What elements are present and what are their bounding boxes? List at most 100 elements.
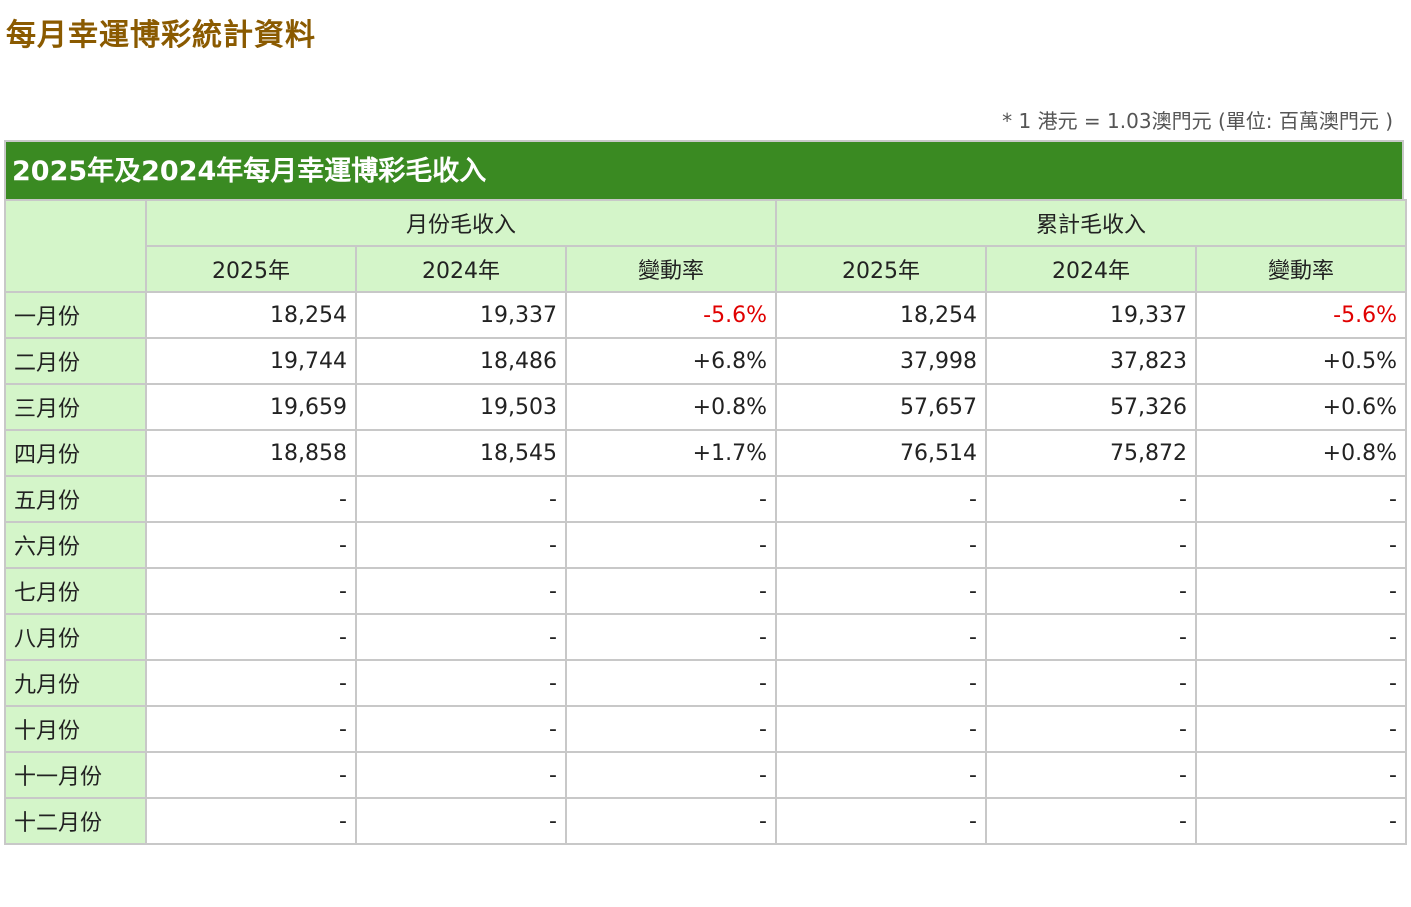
row-month-label: 十一月份 xyxy=(4,751,147,799)
table-row: 三月份 19,659 19,503 +0.8% 57,657 57,326 +0.6% xyxy=(4,383,1407,431)
table-cell: - xyxy=(985,613,1197,661)
table-cell: +0.5% xyxy=(1195,337,1407,385)
table-row: 八月份 - - - - - - xyxy=(4,613,1407,661)
table-cell: 19,659 xyxy=(145,383,357,431)
table-cell: - xyxy=(355,567,567,615)
table-cell: - xyxy=(775,475,987,523)
table-cell: - xyxy=(145,521,357,569)
sub-header-monthly-2025: 2025年 xyxy=(145,245,357,293)
row-month-label: 十二月份 xyxy=(4,797,147,845)
table-cell: - xyxy=(985,751,1197,799)
row-month-label: 六月份 xyxy=(4,521,147,569)
monthly-revenue-table: 月份毛收入 累計毛收入 2025年 2024年 變動率 2025年 2024年 … xyxy=(4,199,1407,845)
table-row: 五月份 - - - - - - xyxy=(4,475,1407,523)
row-month-label: 二月份 xyxy=(4,337,147,385)
table-cell: 18,254 xyxy=(145,291,357,339)
table-cell: - xyxy=(985,475,1197,523)
month-column-header xyxy=(4,199,147,293)
table-cell: - xyxy=(775,797,987,845)
sub-header-cumulative-change: 變動率 xyxy=(1195,245,1407,293)
row-month-label: 八月份 xyxy=(4,613,147,661)
cumulative-revenue-header: 累計毛收入 xyxy=(775,199,1407,247)
table-cell: - xyxy=(565,567,777,615)
sub-header-cumulative-2024: 2024年 xyxy=(985,245,1197,293)
table-cell: - xyxy=(775,705,987,753)
table-cell: - xyxy=(565,475,777,523)
table-cell: - xyxy=(355,751,567,799)
table-cell: - xyxy=(145,705,357,753)
table-cell: - xyxy=(985,521,1197,569)
table-cell: - xyxy=(145,797,357,845)
table-cell: 37,998 xyxy=(775,337,987,385)
table-row: 十月份 - - - - - - xyxy=(4,705,1407,753)
table-cell: - xyxy=(355,613,567,661)
table-cell: - xyxy=(565,797,777,845)
table-cell: 18,486 xyxy=(355,337,567,385)
table-cell: - xyxy=(355,797,567,845)
table-cell: - xyxy=(985,797,1197,845)
table-cell: - xyxy=(565,521,777,569)
table-cell: - xyxy=(1195,659,1407,707)
table-cell: 75,872 xyxy=(985,429,1197,477)
table-cell: 19,337 xyxy=(355,291,567,339)
table-cell: - xyxy=(1195,521,1407,569)
table-cell: - xyxy=(775,751,987,799)
row-month-label: 七月份 xyxy=(4,567,147,615)
table-title: 2025年及2024年每月幸運博彩毛收入 xyxy=(4,140,1404,199)
table-cell: - xyxy=(565,659,777,707)
table-cell: 19,337 xyxy=(985,291,1197,339)
table-cell: 18,545 xyxy=(355,429,567,477)
table-cell: - xyxy=(775,521,987,569)
table-cell: +6.8% xyxy=(565,337,777,385)
table-cell: - xyxy=(145,613,357,661)
currency-unit-note: * 1 港元 = 1.03澳門元 (單位: 百萬澳門元 ) xyxy=(1002,109,1393,133)
sub-header-monthly-change: 變動率 xyxy=(565,245,777,293)
table-cell: - xyxy=(985,659,1197,707)
table-cell: - xyxy=(1195,705,1407,753)
row-month-label: 十月份 xyxy=(4,705,147,753)
table-cell: 76,514 xyxy=(775,429,987,477)
sub-header-monthly-2024: 2024年 xyxy=(355,245,567,293)
table-cell: - xyxy=(355,475,567,523)
table-cell: -5.6% xyxy=(565,291,777,339)
row-month-label: 一月份 xyxy=(4,291,147,339)
table-cell: - xyxy=(1195,567,1407,615)
table-cell: +0.8% xyxy=(565,383,777,431)
monthly-revenue-header: 月份毛收入 xyxy=(145,199,777,247)
sub-header-row: 2025年 2024年 變動率 2025年 2024年 變動率 xyxy=(5,245,1407,293)
table-body: 一月份 18,254 19,337 -5.6% 18,254 19,337 -5.6% 二月份… xyxy=(4,291,1407,845)
table-cell: - xyxy=(1195,751,1407,799)
revenue-table-container: 2025年及2024年每月幸運博彩毛收入 月份毛收入 累計毛收入 2025年 2… xyxy=(4,140,1407,845)
table-cell: - xyxy=(145,475,357,523)
table-cell: 57,657 xyxy=(775,383,987,431)
table-row: 十一月份 - - - - - - xyxy=(4,751,1407,799)
table-cell: -5.6% xyxy=(1195,291,1407,339)
table-cell: 57,326 xyxy=(985,383,1197,431)
table-cell: - xyxy=(1195,613,1407,661)
row-month-label: 三月份 xyxy=(4,383,147,431)
table-cell: - xyxy=(775,659,987,707)
table-cell: - xyxy=(145,751,357,799)
table-cell: - xyxy=(355,705,567,753)
table-row: 二月份 19,744 18,486 +6.8% 37,998 37,823 +0.5% xyxy=(4,337,1407,385)
table-cell: - xyxy=(985,567,1197,615)
table-cell: +0.8% xyxy=(1195,429,1407,477)
table-cell: - xyxy=(145,567,357,615)
table-cell: - xyxy=(145,659,357,707)
table-row: 一月份 18,254 19,337 -5.6% 18,254 19,337 -5.6% xyxy=(4,291,1407,339)
table-cell: - xyxy=(1195,475,1407,523)
sub-header-cumulative-2025: 2025年 xyxy=(775,245,987,293)
table-row: 七月份 - - - - - - xyxy=(4,567,1407,615)
table-cell: - xyxy=(985,705,1197,753)
table-cell: 19,503 xyxy=(355,383,567,431)
row-month-label: 九月份 xyxy=(4,659,147,707)
table-cell: +0.6% xyxy=(1195,383,1407,431)
table-row: 十二月份 - - - - - - xyxy=(4,797,1407,845)
group-header-row: 月份毛收入 累計毛收入 xyxy=(4,199,1407,293)
row-month-label: 五月份 xyxy=(4,475,147,523)
table-cell: - xyxy=(355,521,567,569)
row-month-label: 四月份 xyxy=(4,429,147,477)
table-cell: 18,858 xyxy=(145,429,357,477)
table-cell: - xyxy=(565,751,777,799)
table-cell: - xyxy=(565,613,777,661)
